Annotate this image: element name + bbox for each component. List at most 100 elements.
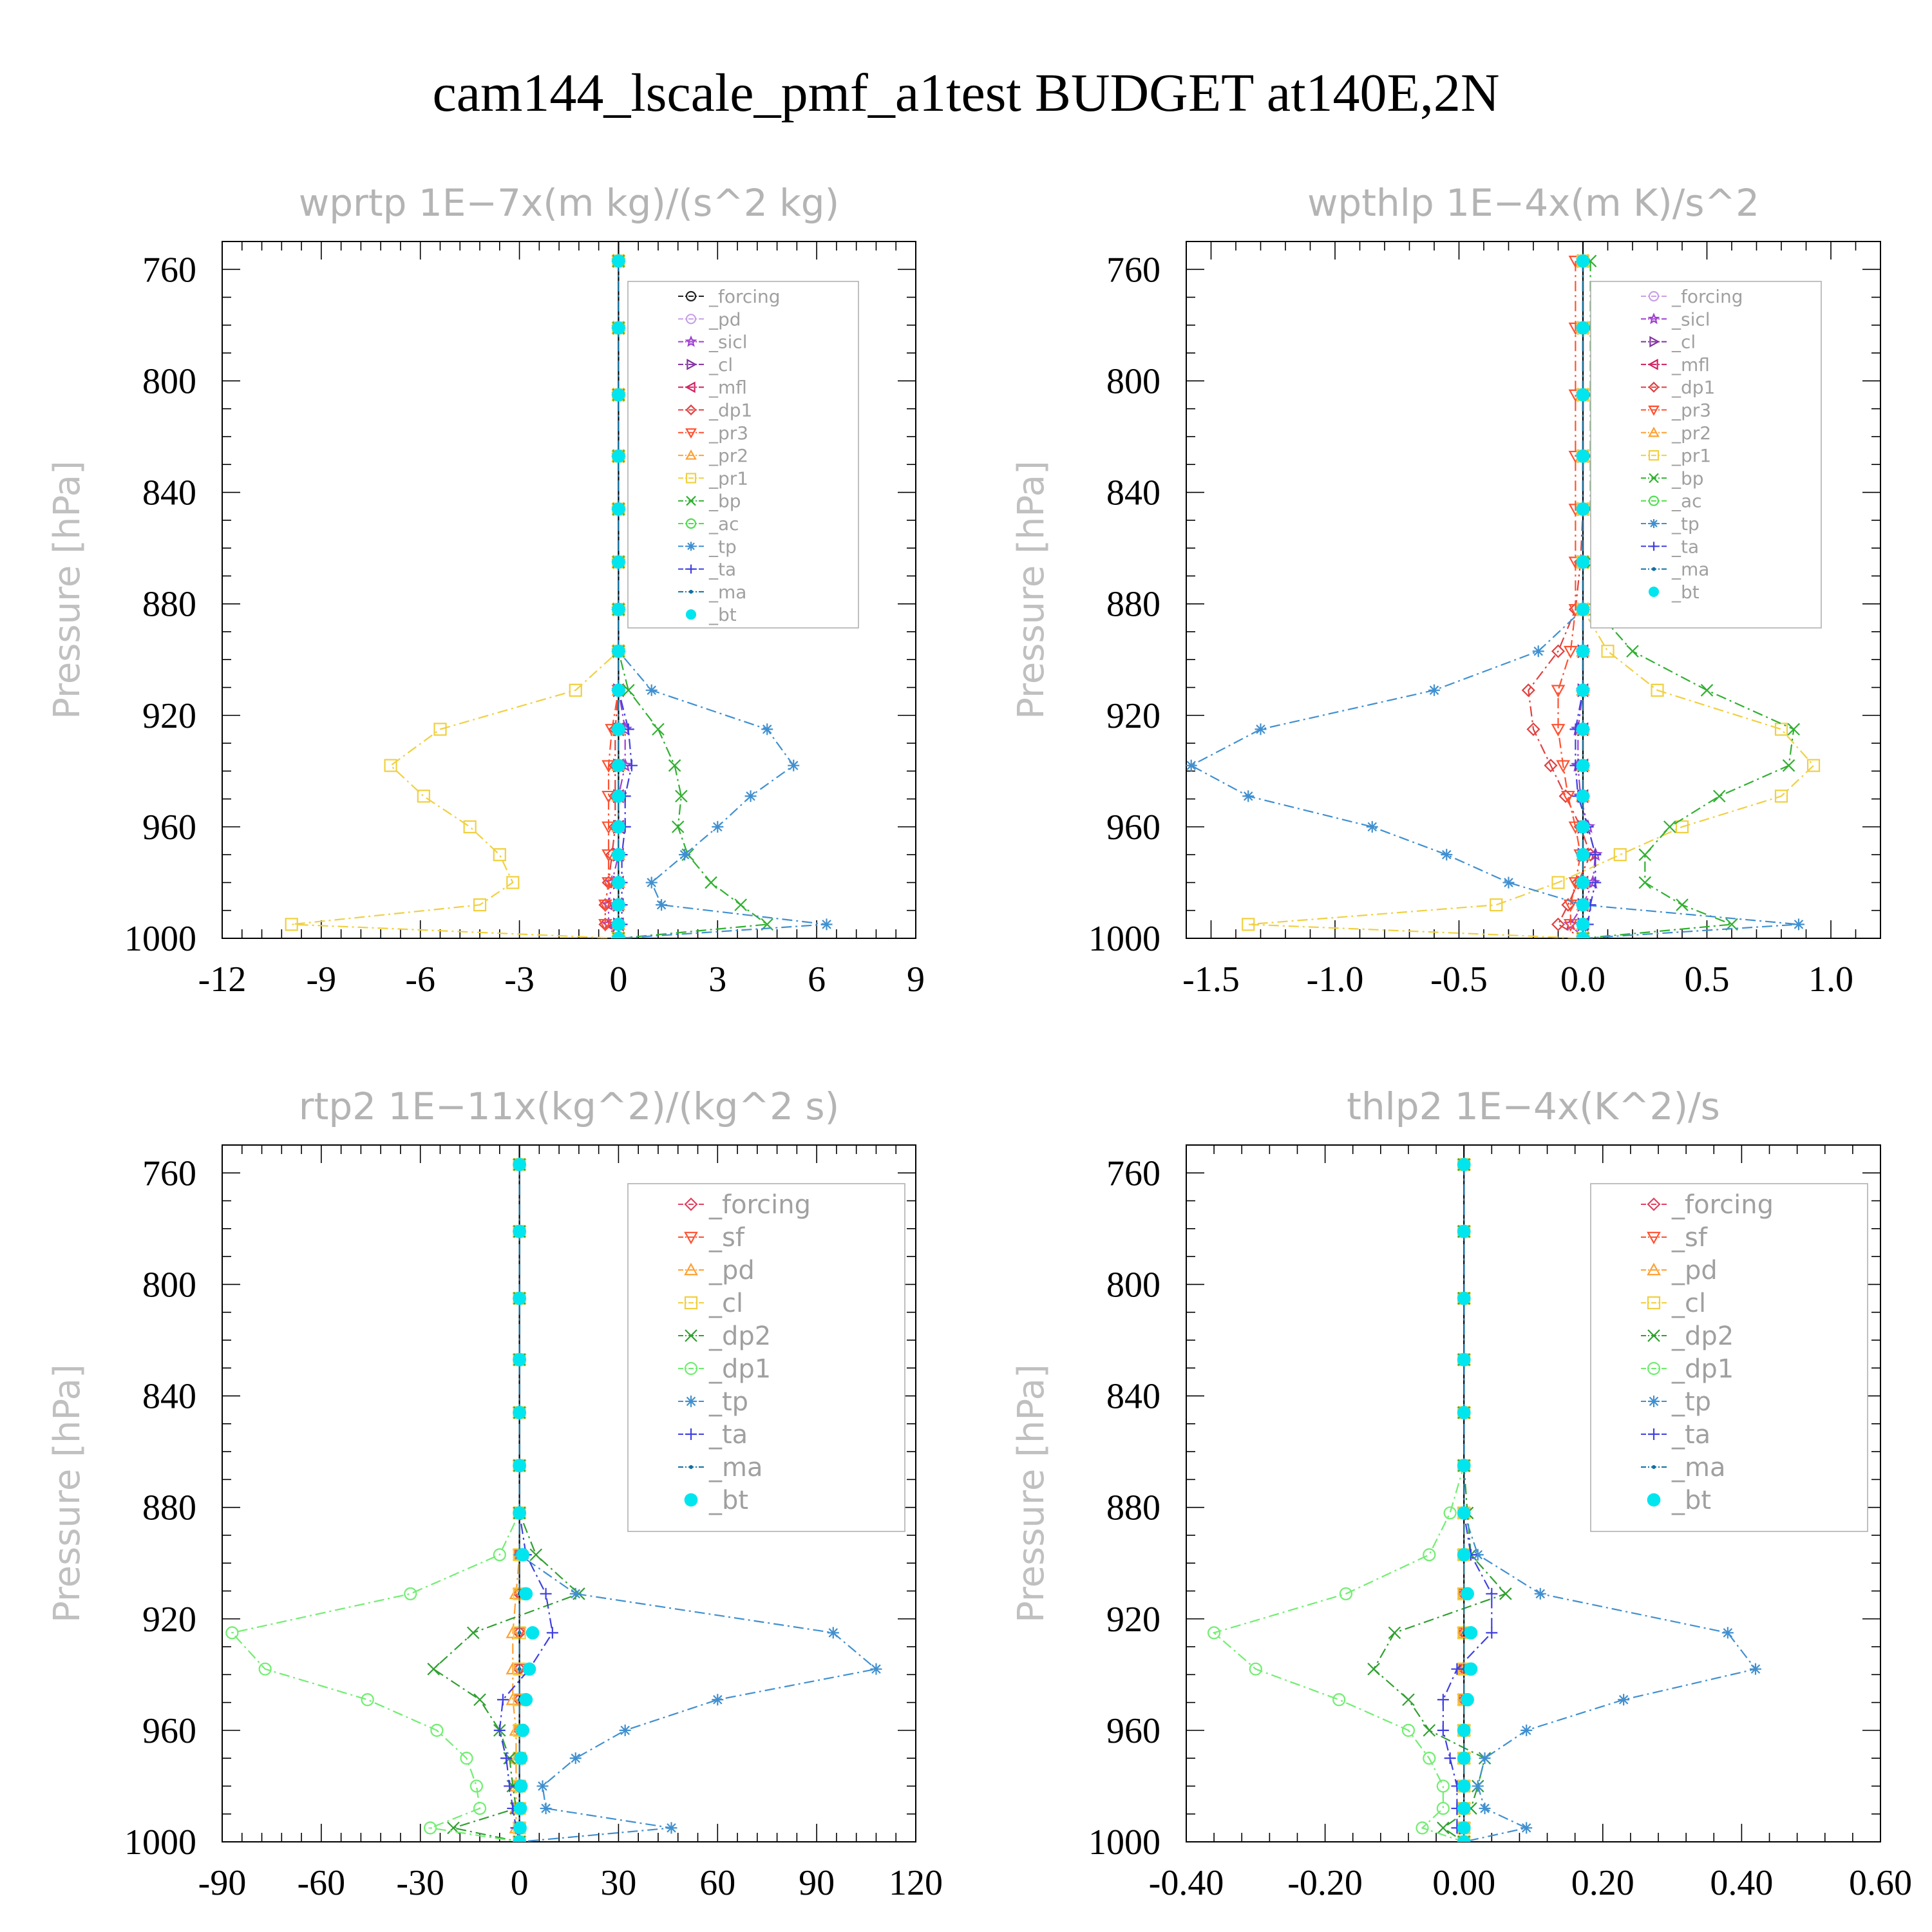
legend-marker [1647,1231,1661,1245]
data-point-pr1 [285,918,298,931]
data-point-pd [506,1625,520,1638]
data-point-bt [612,602,625,616]
legend-marker [1652,1465,1656,1469]
x-tick-label: 30 [600,1863,636,1903]
series-line-dp1 [604,261,620,938]
series-line-dp2 [432,1164,580,1842]
legend-label: _sf [1671,1223,1708,1253]
x-tick-label: -0.40 [1149,1863,1224,1903]
data-point-dp1 [258,1662,272,1676]
legend-label: _dp1 [1671,1354,1734,1384]
data-point-pr1 [1806,759,1821,772]
data-point-dp1 [1423,1752,1436,1765]
data-point-pr1 [1490,898,1503,912]
x-tick-label: -12 [198,960,247,999]
data-point-bt [522,1662,536,1676]
data-point-pr3 [601,790,616,804]
data-point-tp [1186,759,1197,772]
legend-label: _bt [1671,582,1700,603]
y-tick-label: 920 [1106,696,1160,736]
legend-marker [687,359,697,370]
data-point-bt [513,1157,526,1171]
data-point-bp [1712,790,1726,803]
data-point-bt [514,1751,528,1765]
data-point-tp [656,899,668,911]
legend: _forcing_sicl_cl_mfl_dp1_pr3_pr2_pr1_bp_… [1590,281,1822,629]
data-point-tp [1749,1663,1761,1675]
data-point-bt [1457,1835,1471,1842]
data-point-bp [671,820,685,833]
data-point-tp [569,1587,582,1600]
data-point-ta [1486,1627,1498,1639]
data-point-pr1 [463,820,477,833]
y-axis-label: Pressure [hPa] [46,1364,88,1623]
data-point-tp [1502,876,1515,889]
data-point-dp2 [1388,1626,1401,1640]
data-point-ta [1451,1663,1463,1675]
data-point-bt [513,1801,527,1815]
series-line-dp1 [1212,1164,1465,1842]
legend-label: _mfl [708,377,747,398]
data-point-bt [1457,1459,1471,1473]
y-tick-label: 960 [1106,1711,1160,1751]
data-point-tp [1520,1724,1533,1736]
legend-marker [1647,1493,1661,1507]
data-point-bt [516,1723,530,1738]
y-axis-label: Pressure [hPa] [46,460,88,719]
data-point-bt [1576,555,1590,569]
data-point-bt [1461,1692,1474,1707]
data-point-bt [1576,848,1590,862]
y-tick-label: 800 [142,361,196,401]
legend-label: _bt [708,604,737,625]
data-point-dp2 [473,1693,486,1707]
data-point-bp [1638,876,1652,889]
series-group [225,1157,882,1842]
y-tick-label: 880 [1106,585,1160,625]
data-point-bt [1576,254,1590,268]
y-tick-label: 1000 [124,1823,196,1862]
data-point-bt [526,1626,540,1640]
data-point-pr1 [1601,645,1615,658]
legend-label: _forcing [1671,1190,1774,1220]
data-point-bt [612,931,625,938]
series-line-dp1 [1528,261,1591,938]
data-point-bt [513,1291,526,1305]
chart-panel-2: wpthlp 1E−4x(m K)/s^2 Pressure [hPa] 760 80… [1010,181,1881,999]
data-point-pr1 [1651,683,1664,697]
legend-label: _tp [708,1387,748,1417]
legend-label: _dp1 [708,400,752,421]
legend-marker [687,564,696,574]
legend-label: _forcing [708,1190,811,1220]
legend-label: _sicl [1671,308,1710,330]
legend-label: _ta [1671,536,1699,557]
data-point-dp2 [427,1662,440,1676]
data-point-pd [506,1662,520,1674]
data-point-pr1 [493,848,506,862]
data-point-pr3 [1561,790,1575,804]
data-point-bt [1464,1662,1478,1676]
data-point-dp1 [404,1587,417,1600]
data-point-tp [712,820,724,833]
data-point-bt [1457,1291,1471,1305]
data-point-bt [612,502,625,516]
legend-label: _dp2 [1671,1321,1734,1351]
legend-label: _forcing [1671,286,1743,307]
y-tick-label: 760 [142,1153,196,1193]
legend-marker [689,589,693,594]
legend-label: _ac [1671,491,1702,512]
data-point-dp1 [1401,1723,1416,1737]
legend-box [1590,1183,1868,1532]
x-tick-label: 9 [907,960,925,999]
data-point-tp [569,1752,582,1765]
data-point-ta [1437,1724,1449,1736]
data-point-bt [1576,388,1590,402]
data-point-dp1 [225,1626,239,1640]
data-point-pr3 [598,899,612,913]
data-point-bt [612,789,625,803]
y-axis-label: Pressure [hPa] [1010,460,1052,719]
x-tick-label: 0.60 [1849,1863,1912,1903]
y-tick-label: 920 [1106,1600,1160,1640]
legend-marker [1647,1262,1661,1276]
legend-label: _ma [1671,1453,1725,1482]
legend-label: _tp [708,536,737,557]
